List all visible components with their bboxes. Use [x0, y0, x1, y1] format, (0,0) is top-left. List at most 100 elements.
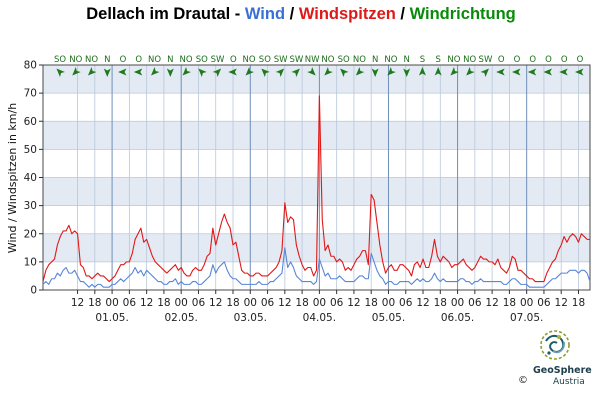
arrow-shape — [275, 68, 285, 77]
wind-direction-arrow-icon — [543, 68, 552, 76]
wind-direction-arrow-icon — [511, 68, 521, 76]
wind-direction-label: SO — [54, 55, 66, 65]
x-tick-label: 12 — [416, 297, 429, 309]
x-tick-label: 12 — [278, 297, 291, 309]
wind-direction-arrow-icon — [133, 68, 143, 76]
arrow-shape — [212, 68, 222, 77]
wind-direction-arrow-icon — [355, 67, 365, 76]
arrow-shape — [133, 68, 143, 76]
x-tick-label: 12 — [140, 297, 153, 309]
wind-direction-arrow-icon — [371, 68, 379, 77]
y-axis: 0 10 20 30 40 50 60 70 80 — [24, 60, 43, 297]
wind-direction-arrow-icon — [151, 67, 160, 76]
x-tick-label: 06 — [123, 297, 137, 309]
wind-direction-arrow-icon — [575, 68, 584, 76]
wind-direction-label: S — [435, 55, 440, 65]
x-tick-label: 06 — [537, 297, 551, 309]
wind-direction-label: NO — [353, 55, 366, 65]
arrow-shape — [103, 68, 111, 77]
wind-direction-arrow-icon — [387, 67, 396, 76]
wind-direction-label: O — [545, 55, 552, 65]
arrow-shape — [543, 68, 552, 76]
wind-direction-label: NO — [447, 55, 460, 65]
wind-direction-arrow-icon — [212, 68, 222, 77]
date-label: 06.05. — [441, 312, 474, 324]
wind-direction-label: NO — [85, 55, 98, 65]
x-tick-label: 06 — [399, 297, 413, 309]
arrow-shape — [511, 68, 521, 76]
title-part-0: Dellach im Drautal - — [86, 5, 245, 23]
wind-direction-label: SW — [479, 55, 493, 65]
arrow-shape — [56, 68, 65, 77]
wind-direction-arrow-icon — [450, 67, 459, 76]
x-tick-label: 18 — [572, 297, 585, 309]
wind-direction-label: O — [120, 55, 127, 65]
wind-direction-label: O — [561, 55, 568, 65]
wind-direction-row: SO NO NO N O O NO N NO SO SW O NO SO SW SW NW NO SO NO N NO N S… — [54, 55, 584, 77]
wind-direction-label: N — [403, 55, 409, 65]
x-tick-label: 00 — [451, 297, 464, 309]
arrow-shape — [87, 67, 97, 76]
arrow-shape — [182, 67, 192, 76]
wind-direction-label: NO — [384, 55, 397, 65]
y-tick-label: 40 — [24, 172, 37, 184]
wind-direction-label: O — [577, 55, 584, 65]
wind-direction-arrow-icon — [261, 68, 270, 77]
wind-direction-label: N — [372, 55, 378, 65]
series-layer — [42, 95, 591, 288]
wind-direction-arrow-icon — [480, 68, 489, 77]
chart-title: Dellach im Drautal - Wind / Windspitzen … — [86, 5, 516, 23]
band-7 — [43, 65, 590, 94]
date-label: 05.05. — [372, 312, 405, 324]
arrow-shape — [340, 68, 349, 77]
band-2 — [43, 205, 590, 234]
arrow-shape — [575, 68, 584, 76]
arrow-shape — [527, 68, 537, 76]
y-axis-label: Wind / Windspitzen in km/h — [6, 103, 19, 253]
wind-direction-label: SO — [338, 55, 350, 65]
x-tick-label: 18 — [88, 297, 101, 309]
arrow-shape — [466, 67, 475, 76]
wind-direction-label: O — [498, 55, 505, 65]
x-tick-label: 06 — [192, 297, 206, 309]
x-tick-label: 00 — [382, 297, 395, 309]
x-tick-label: 18 — [434, 297, 447, 309]
arrow-shape — [261, 68, 270, 77]
wind-direction-arrow-icon — [87, 67, 97, 76]
wind-direction-arrow-icon — [418, 67, 426, 76]
wind-direction-arrow-icon — [434, 67, 442, 76]
arrow-shape — [559, 68, 568, 76]
y-tick-label: 70 — [24, 88, 37, 100]
arrow-shape — [245, 67, 255, 76]
date-label: 03.05. — [234, 312, 267, 324]
wind-direction-arrow-icon — [324, 67, 333, 76]
arrow-shape — [355, 67, 365, 76]
arrow-shape — [72, 67, 81, 76]
brand-name: GeoSphere — [533, 365, 592, 376]
wind-direction-label: NO — [69, 55, 82, 65]
wind-direction-arrow-icon — [307, 67, 316, 76]
title-part-1: Wind — [245, 5, 285, 23]
x-tick-label: 00 — [105, 297, 118, 309]
x-tick-label: 12 — [555, 297, 568, 309]
date-label: 04.05. — [303, 312, 336, 324]
wind-direction-arrow-icon — [72, 67, 81, 76]
series-line-windspitzen — [42, 95, 590, 283]
wind-direction-arrow-icon — [291, 68, 300, 77]
brand-sub: Austria — [553, 377, 585, 387]
x-tick-label: 00 — [244, 297, 257, 309]
title-part-5: Windrichtung — [410, 5, 516, 23]
arrow-shape — [418, 67, 426, 76]
y-tick-label: 50 — [24, 144, 37, 156]
y-tick-label: 30 — [24, 200, 37, 212]
wind-direction-arrow-icon — [496, 68, 505, 76]
y-tick-label: 80 — [24, 60, 37, 72]
wind-direction-arrow-icon — [466, 67, 475, 76]
title-part-2: / — [285, 5, 299, 23]
band-5 — [43, 121, 590, 150]
date-label: 07.05. — [510, 312, 543, 324]
wind-direction-arrow-icon — [56, 68, 65, 77]
x-tick-label: 00 — [520, 297, 533, 309]
wind-direction-label: NO — [321, 55, 334, 65]
wind-direction-arrow-icon — [118, 68, 127, 76]
